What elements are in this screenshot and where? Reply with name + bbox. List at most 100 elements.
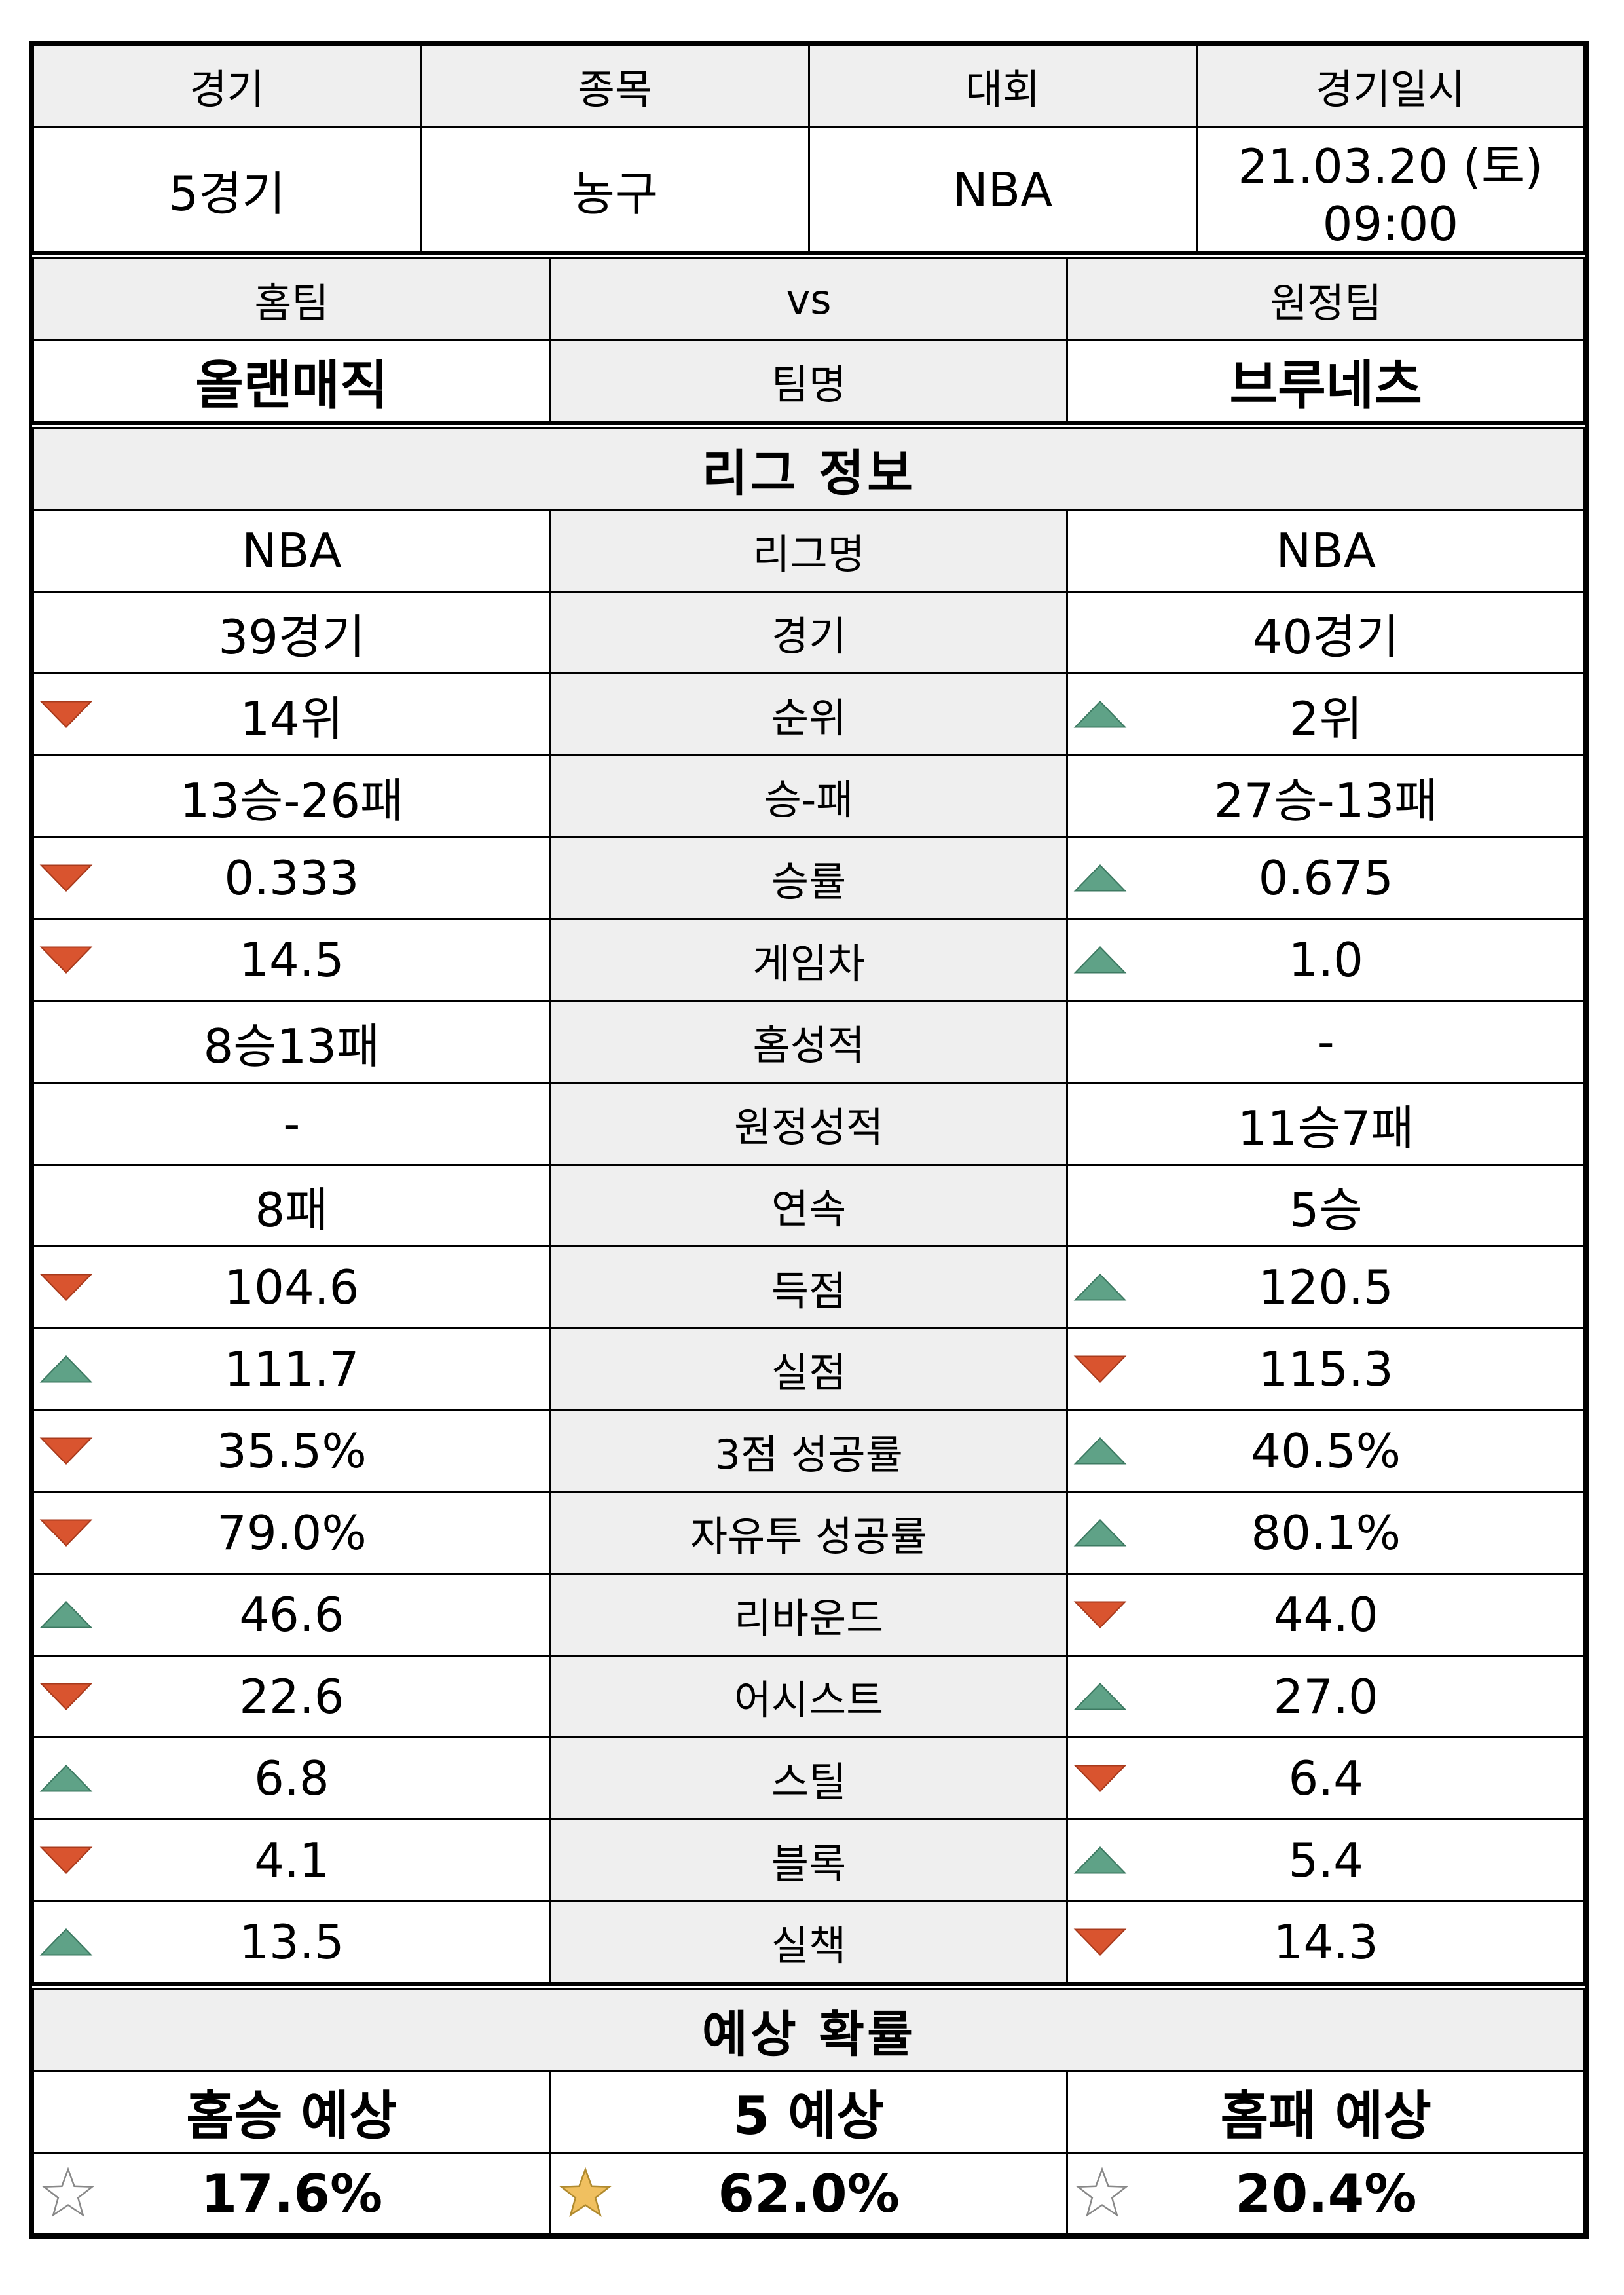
triangle-down-icon [39, 1846, 93, 1874]
away-stat-value-text: 5.4 [1288, 1833, 1363, 1888]
triangle-up-icon [1074, 1846, 1127, 1874]
prediction-table: 예상 확률 홈승 예상 5 예상 홈패 예상 17.6% 62.0% 20.4% [32, 1984, 1585, 2235]
stat-label-text: 원정성적 [734, 1103, 884, 1151]
stat-label: 홈성적 [549, 1000, 1069, 1084]
triangle-up-icon [1074, 946, 1127, 974]
league-stat-row: 0.333 승률 0.675 [32, 836, 1585, 920]
league-stat-row: 14.5 게임차 1.0 [32, 918, 1585, 1002]
league-stat-row: 111.7 실점 115.3 [32, 1327, 1585, 1411]
home-stat-value: 22.6 [32, 1655, 551, 1738]
prediction-label-home-loss: 홈패 예상 [1066, 2070, 1585, 2154]
league-stat-row: 46.6 리바운드 44.0 [32, 1573, 1585, 1657]
stat-label: 순위 [549, 672, 1069, 756]
stat-label: 실책 [549, 1900, 1069, 1984]
home-stat-value: 111.7 [32, 1327, 551, 1411]
sport-value: 농구 [420, 126, 810, 253]
home-team-label: 홈팀 [32, 253, 551, 341]
away-stat-value-text: 0.675 [1258, 851, 1393, 906]
away-stat-value-text: 27승-13패 [1213, 773, 1438, 828]
prediction-value-home-loss: 20.4% [1234, 2163, 1417, 2224]
away-stat-value: 40.5% [1066, 1409, 1585, 1493]
prediction-title: 예상 확률 [32, 1984, 1585, 2072]
league-rows: NBA 리그명 NBA 39경기 경기 40경기 14위 순위 2위 13승-26패 승-패 27승-… [32, 509, 1585, 1984]
triangle-down-icon [39, 1683, 93, 1710]
away-stat-value: 2위 [1066, 672, 1585, 756]
league-info-table: 리그 정보 NBA 리그명 NBA 39경기 경기 40경기 14위 순위 2위 13승-26패 승… [32, 423, 1585, 1984]
stat-label: 게임차 [549, 918, 1069, 1002]
away-stat-value: 27승-13패 [1066, 754, 1585, 838]
stat-label: 실점 [549, 1327, 1069, 1411]
away-stat-value-text: 115.3 [1258, 1342, 1393, 1397]
stat-label: 리바운드 [549, 1573, 1069, 1657]
away-stat-value-text: NBA [1276, 523, 1376, 578]
stat-label-text: 스틸 [771, 1758, 847, 1806]
stat-label: 스틸 [549, 1736, 1069, 1820]
triangle-up-icon [39, 1928, 93, 1956]
league-stat-row: NBA 리그명 NBA [32, 509, 1585, 593]
home-stat-value: 46.6 [32, 1573, 551, 1657]
home-stat-value-text: 8승13패 [203, 1018, 380, 1074]
home-stat-value: 14위 [32, 672, 551, 756]
home-stat-value: 8패 [32, 1164, 551, 1247]
stat-label: 자유투 성공률 [549, 1491, 1069, 1575]
away-team-name: 브루네츠 [1066, 339, 1585, 423]
game-number: 5경기 [31, 126, 422, 253]
stat-label-text: 실책 [771, 1922, 847, 1970]
prediction-label-row: 홈승 예상 5 예상 홈패 예상 [32, 2070, 1585, 2154]
away-stat-value-text: 40.5% [1251, 1423, 1401, 1478]
away-stat-value: 5.4 [1066, 1818, 1585, 1902]
stat-label: 승-패 [549, 754, 1069, 838]
star-empty-icon [1076, 2167, 1129, 2217]
header-label-game: 경기 [31, 44, 422, 128]
away-stat-value-text: 14.3 [1273, 1915, 1378, 1970]
prediction-label-home-win: 홈승 예상 [32, 2070, 551, 2154]
triangle-up-icon [1074, 1437, 1127, 1465]
triangle-down-icon [39, 864, 93, 892]
prediction-cell-home-loss: 20.4% [1066, 2152, 1585, 2235]
home-stat-value-text: 8패 [255, 1182, 329, 1238]
prediction-label-draw: 5 예상 [549, 2070, 1069, 2154]
vs-label: vs [549, 253, 1069, 341]
prediction-cell-draw: 62.0% [549, 2152, 1069, 2235]
prediction-value-home-win: 17.6% [200, 2163, 383, 2224]
home-stat-value: 8승13패 [32, 1000, 551, 1084]
away-stat-value-text: 80.1% [1251, 1505, 1401, 1560]
triangle-up-icon [39, 1355, 93, 1383]
stat-label-text: 승-패 [764, 776, 854, 824]
home-stat-value-text: 46.6 [239, 1587, 344, 1642]
away-stat-value-text: - [1317, 1014, 1335, 1069]
away-stat-value: 27.0 [1066, 1655, 1585, 1738]
league-stat-row: 13승-26패 승-패 27승-13패 [32, 754, 1585, 838]
away-stat-value-text: 5승 [1289, 1182, 1363, 1238]
triangle-down-icon [39, 1519, 93, 1547]
star-filled-icon [559, 2167, 612, 2217]
away-stat-value: 44.0 [1066, 1573, 1585, 1657]
away-stat-value-text: 120.5 [1258, 1260, 1393, 1315]
triangle-down-icon [1074, 1355, 1127, 1383]
prediction-value-row: 17.6% 62.0% 20.4% [32, 2152, 1585, 2235]
stat-label-text: 블록 [771, 1840, 847, 1888]
away-stat-value-text: 40경기 [1252, 609, 1399, 665]
match-header-labels: 경기 종목 대회 경기일시 [31, 44, 1586, 128]
home-stat-value-text: 35.5% [217, 1423, 367, 1478]
home-stat-value: 14.5 [32, 918, 551, 1002]
home-stat-value-text: - [283, 1096, 301, 1151]
triangle-up-icon [1074, 864, 1127, 892]
stat-label-text: 게임차 [752, 940, 865, 987]
home-stat-value: 104.6 [32, 1245, 551, 1329]
triangle-up-icon [1074, 1683, 1127, 1710]
away-stat-value: - [1066, 1000, 1585, 1084]
league-stat-row: - 원정성적 11승7패 [32, 1082, 1585, 1166]
header-label-sport: 종목 [420, 44, 810, 128]
home-stat-value-text: 111.7 [224, 1342, 360, 1397]
datetime-value: 21.03.20 (토) 09:00 [1195, 126, 1586, 253]
prediction-value-draw: 62.0% [718, 2163, 900, 2224]
league-stat-row: 39경기 경기 40경기 [32, 591, 1585, 674]
home-stat-value: 0.333 [32, 836, 551, 920]
league-info-title: 리그 정보 [32, 423, 1585, 511]
home-stat-value-text: 39경기 [218, 609, 365, 665]
away-team-label: 원정팀 [1066, 253, 1585, 341]
home-stat-value-text: 14.5 [239, 932, 344, 987]
stat-label-text: 연속 [771, 1185, 847, 1233]
home-stat-value-text: 22.6 [239, 1669, 344, 1724]
